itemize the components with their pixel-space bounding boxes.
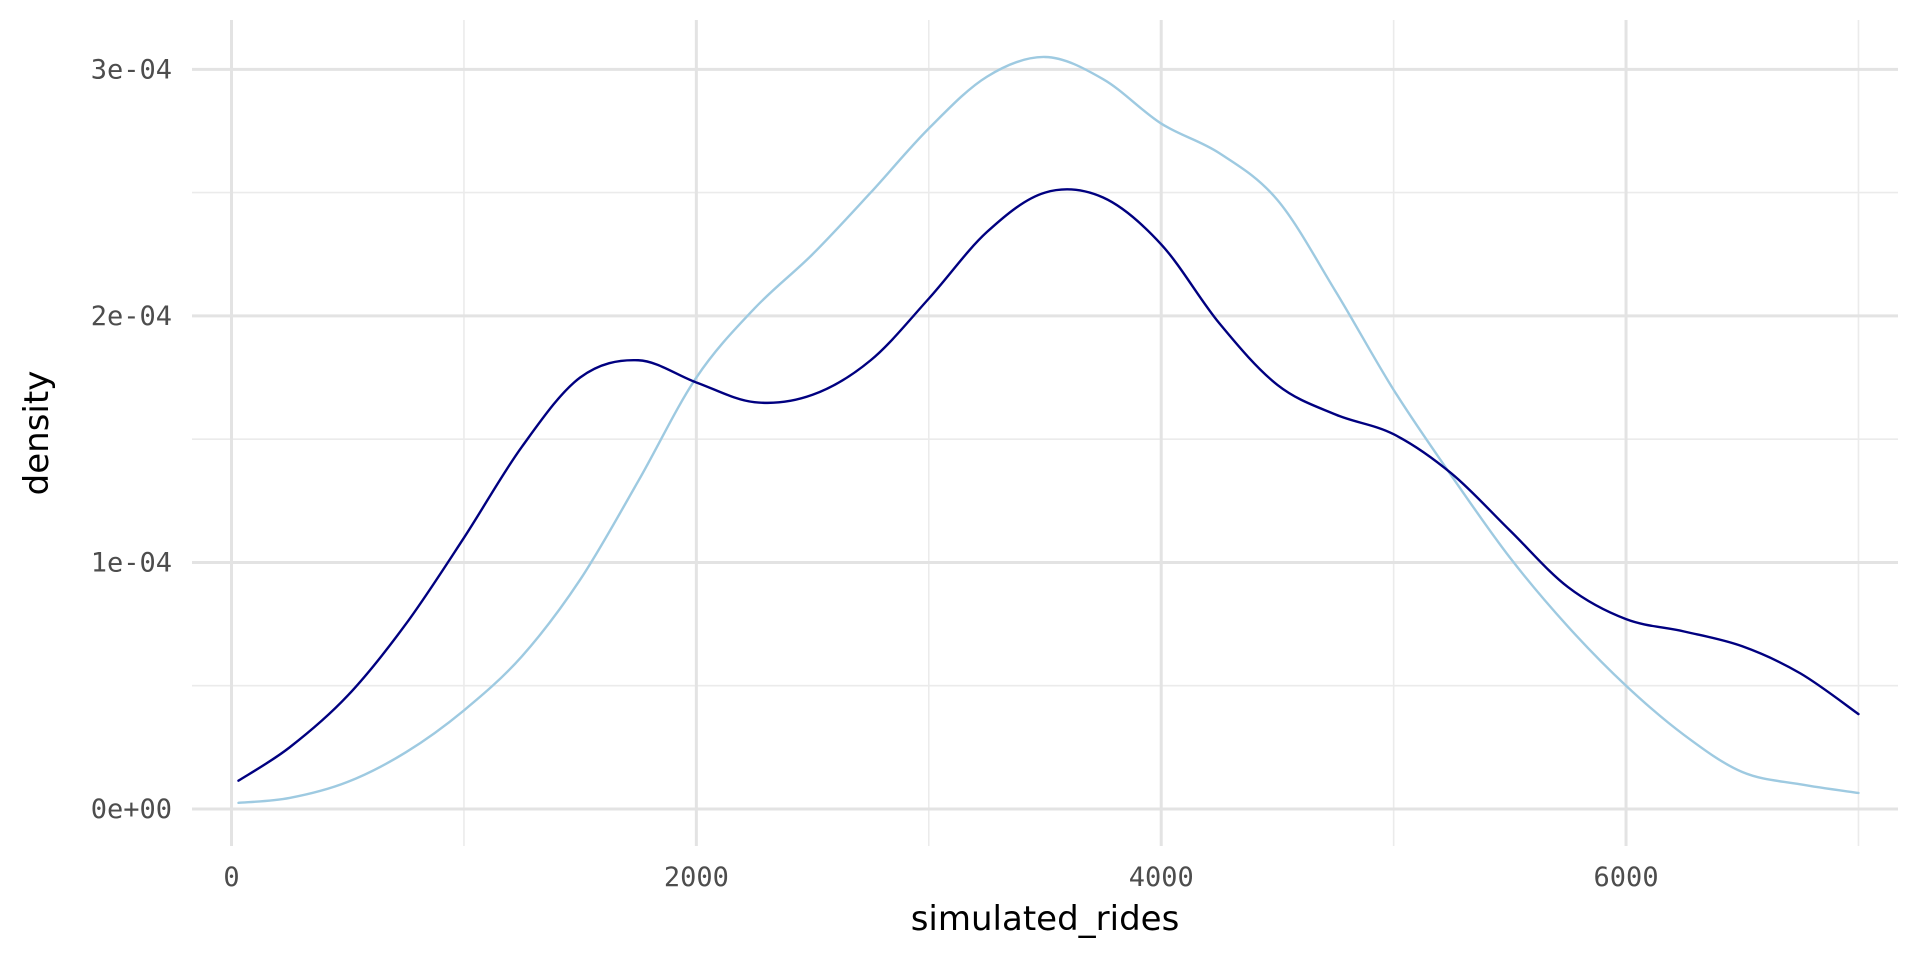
y-tick-label: 1e-04 [91,547,172,578]
y-tick-label: 3e-04 [91,54,172,85]
density-line-1 [237,55,1860,805]
density-line-2 [237,188,1860,782]
series-layer [237,55,1860,805]
x-axis-ticks: 0 2000 4000 6000 [223,862,1658,893]
x-tick-label: 4000 [1129,862,1194,893]
grid-major [192,20,1898,846]
x-tick-label: 6000 [1594,862,1659,893]
y-axis-ticks: 0e+00 1e-04 2e-04 3e-04 [91,54,172,825]
x-tick-label: 0 [223,862,239,893]
x-tick-label: 2000 [664,862,729,893]
y-tick-label: 2e-04 [91,301,172,332]
y-tick-label: 0e+00 [91,794,172,825]
y-axis-title: density [17,371,57,496]
x-axis-title: simulated_rides [911,899,1180,939]
